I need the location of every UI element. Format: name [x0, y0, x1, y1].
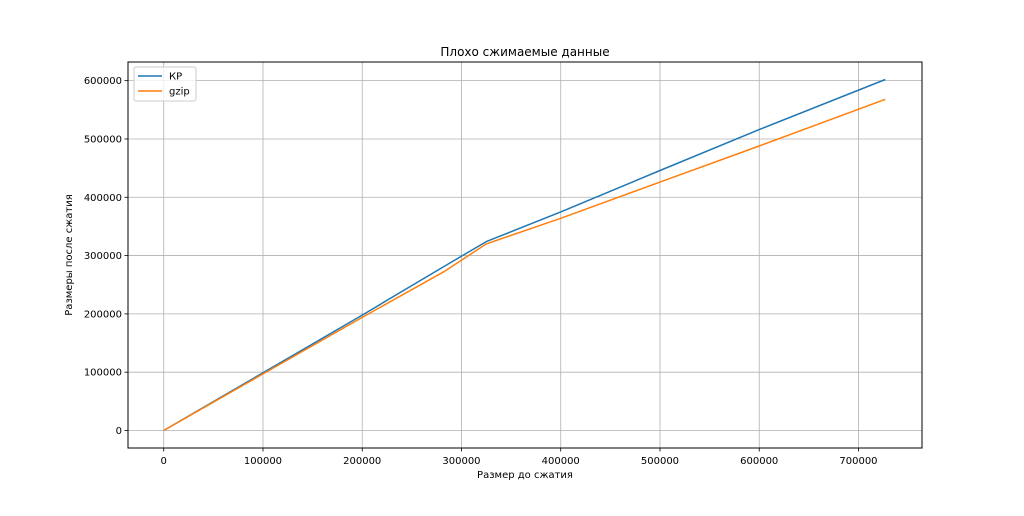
grid — [128, 62, 922, 448]
series-lines — [163, 78, 886, 432]
x-tick-label: 300000 — [442, 456, 480, 467]
y-tick-label: 600000 — [84, 76, 122, 87]
x-tick-label: 500000 — [641, 456, 679, 467]
legend-label-gzip: gzip — [169, 87, 190, 98]
legend-label-kr: КР — [169, 72, 182, 83]
x-tick-label: 600000 — [740, 456, 778, 467]
x-tick-label: 400000 — [542, 456, 580, 467]
y-tick-label: 100000 — [84, 368, 122, 379]
plot-area-frame — [127, 61, 923, 449]
series-line-0 — [163, 78, 886, 432]
x-tick-label: 200000 — [343, 456, 381, 467]
y-tick-label: 400000 — [84, 193, 122, 204]
y-tick-label: 500000 — [84, 134, 122, 145]
y-tick-label: 0 — [116, 426, 122, 437]
y-axis-title: Размеры после сжатия — [64, 194, 75, 315]
axis-ticks: 0 100000 200000 300000 400000 500000 600000 700… — [84, 76, 878, 467]
x-tick-label: 700000 — [839, 456, 877, 467]
x-axis-title: Размер до сжатия — [477, 470, 573, 481]
y-tick-label: 300000 — [84, 251, 122, 262]
y-tick-label: 200000 — [84, 309, 122, 320]
x-tick-label: 0 — [161, 456, 167, 467]
chart-title: Плохо сжимаемые данные — [440, 45, 609, 59]
legend: КР gzip — [133, 66, 197, 102]
series-line-1 — [163, 98, 886, 432]
x-tick-label: 100000 — [244, 456, 282, 467]
